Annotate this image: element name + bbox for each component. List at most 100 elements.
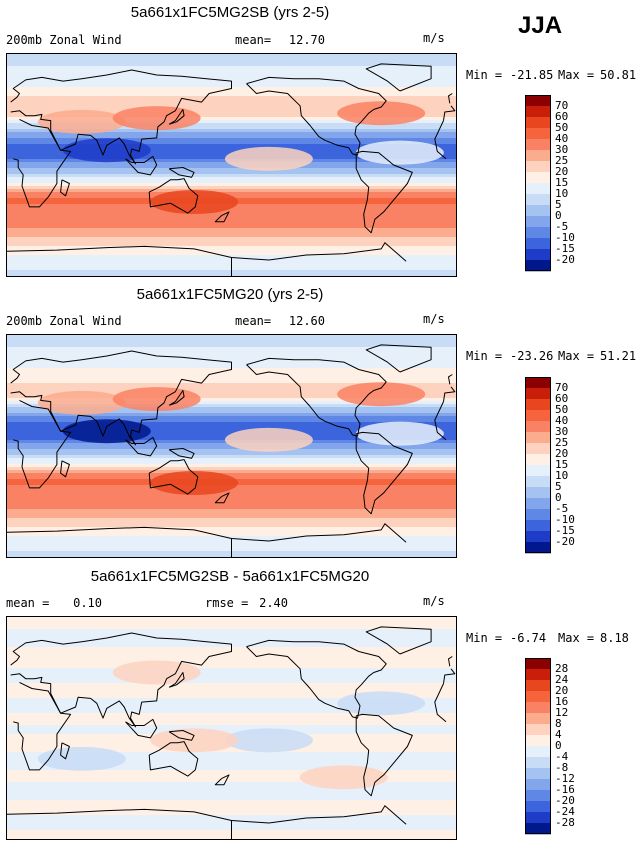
colorbar-swatch: [525, 161, 551, 173]
field-band: [7, 755, 456, 759]
field-band: [7, 464, 456, 468]
field-band: [7, 518, 456, 522]
field-band: [7, 701, 456, 705]
coastline: [448, 93, 453, 104]
coastline: [148, 459, 199, 495]
colorbar-tick-label: -5: [555, 502, 569, 515]
field-band: [7, 521, 456, 525]
colorbar-tick-label: 20: [555, 165, 569, 178]
field-band: [7, 809, 456, 813]
field-band: [7, 635, 456, 639]
field-band: [7, 680, 456, 684]
field-band: [7, 779, 456, 783]
colorbar-swatch: [525, 150, 551, 162]
coastline: [148, 178, 199, 214]
colorbar-tick-label: -10: [555, 231, 575, 244]
colorbar-swatch: [525, 520, 551, 532]
field-band: [7, 746, 456, 750]
field-band: [7, 404, 456, 408]
field-band: [7, 126, 456, 130]
field-band: [7, 186, 456, 190]
field-region: [224, 728, 313, 753]
field-band: [7, 527, 456, 531]
field-band: [7, 623, 456, 627]
colorbar-tick-label: 5: [555, 480, 562, 493]
field-band: [7, 344, 456, 348]
colorbar-swatch: [525, 823, 551, 835]
colorbar-swatch: [525, 117, 551, 129]
panel-3-mean-value: 0.10: [73, 596, 102, 610]
field-band: [7, 692, 456, 696]
field-band: [7, 395, 456, 399]
field-band: [7, 698, 456, 702]
field-region: [112, 106, 201, 131]
colorbar-tick-label: -12: [555, 772, 575, 785]
coastline: [448, 374, 453, 385]
panel-1-map: [6, 53, 457, 277]
colorbar-tick-label: 70: [555, 381, 569, 394]
colorbar-swatch: [525, 735, 551, 747]
coastline: [10, 350, 232, 446]
coastline: [125, 155, 158, 176]
field-band: [7, 707, 456, 711]
colorbar-tick-label: -20: [555, 535, 575, 548]
coastline: [10, 632, 232, 728]
field-band: [7, 141, 456, 145]
field-band: [7, 183, 456, 187]
colorbar-tick-label: 25: [555, 436, 569, 449]
coastline: [168, 730, 195, 741]
coastline: [168, 448, 195, 459]
field-band: [7, 192, 456, 196]
panel-1-units: m/s: [423, 31, 445, 45]
panel-3-map-svg: [7, 617, 456, 839]
field-band: [7, 632, 456, 636]
coastline: [60, 742, 70, 760]
field-band: [7, 135, 456, 139]
field-band: [7, 371, 456, 375]
colorbar-swatch: [525, 713, 551, 725]
colorbar-tick-label: 20: [555, 684, 569, 697]
field-band: [7, 818, 456, 822]
coastline: [7, 526, 232, 557]
coastline: [365, 63, 432, 92]
coastline: [168, 167, 195, 178]
colorbar-swatch: [525, 746, 551, 758]
field-band: [7, 114, 456, 118]
field-band: [7, 710, 456, 714]
colorbar-swatch: [525, 768, 551, 780]
coastline: [443, 105, 456, 121]
coastline: [443, 386, 456, 402]
field-band: [7, 413, 456, 417]
field-region: [37, 109, 126, 134]
field-band: [7, 800, 456, 804]
field-band: [7, 350, 456, 354]
field-band: [7, 93, 456, 97]
field-band: [7, 716, 456, 720]
field-band: [7, 638, 456, 642]
colorbar-tick-label: 0: [555, 739, 562, 752]
field-band: [7, 512, 456, 516]
coastline: [214, 492, 230, 504]
field-band: [7, 617, 456, 621]
field-band: [7, 629, 456, 633]
field-band: [7, 75, 456, 79]
colorbar-swatch: [525, 465, 551, 477]
field-band: [7, 57, 456, 61]
coastline: [10, 69, 232, 165]
coastline: [434, 120, 447, 160]
field-band: [7, 713, 456, 717]
colorbar-tick-label: 16: [555, 695, 569, 708]
field-band: [7, 491, 456, 495]
field-band: [7, 677, 456, 681]
field-band: [7, 791, 456, 795]
colorbar-swatch: [525, 509, 551, 521]
field-band: [7, 431, 456, 435]
colorbar-border: [525, 658, 551, 834]
field-band: [7, 120, 456, 124]
coastline: [355, 713, 413, 797]
coastline: [125, 436, 158, 457]
field-band: [7, 240, 456, 244]
field-band: [7, 401, 456, 405]
field-band: [7, 536, 456, 540]
colorbar-swatch: [525, 139, 551, 151]
